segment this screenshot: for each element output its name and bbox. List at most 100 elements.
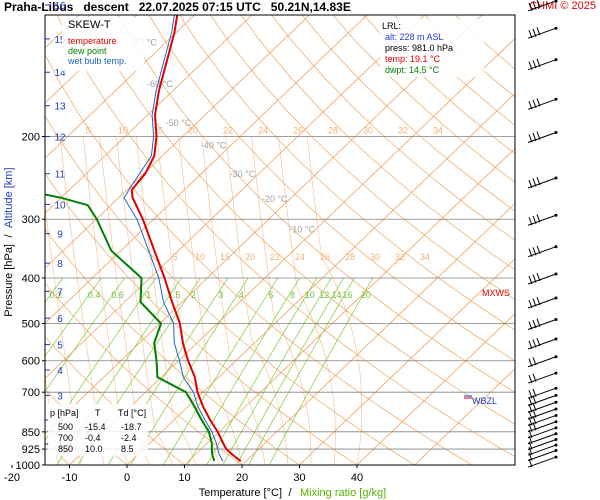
isotherm-label: -80 °C <box>108 3 134 13</box>
pressure-tick-label: 200 <box>22 131 40 143</box>
wind-barb-flag <box>528 275 533 285</box>
isotherm <box>69 37 515 465</box>
dry-adiabat-label: 34 <box>433 125 443 135</box>
dry-adiabat-label: 24 <box>258 125 268 135</box>
wind-barb <box>527 213 558 226</box>
wind-barb-staff <box>527 273 557 285</box>
table-header-td: Td [°C] <box>118 408 146 418</box>
table-header-p: p [hPa] <box>50 408 79 418</box>
mixing-ratio-label: 0.2 <box>50 290 63 300</box>
table-cell: -15.4 <box>85 422 106 432</box>
pressure-tick-label: 400 <box>22 273 40 285</box>
wind-barb-staff <box>527 456 557 468</box>
dry-adiabat <box>179 15 515 331</box>
wind-barb <box>527 130 558 143</box>
dry-adiabat-label: 20 <box>188 125 198 135</box>
wind-barb-flag <box>532 60 537 69</box>
isotherm <box>184 148 515 465</box>
wind-barb-flag <box>532 1 537 10</box>
mixing-ratio-label: 16 <box>342 290 352 300</box>
wind-barb-dot <box>554 443 558 447</box>
lrl-pressure: press: 981.0 hPa <box>385 43 453 53</box>
dry-adiabat-label: 26 <box>320 252 330 262</box>
altitude-tick-label: 7 <box>57 287 63 298</box>
wind-barb-flag <box>536 131 541 140</box>
isotherm-label: -20 °C <box>262 194 288 204</box>
x-axis-title-secondary: Mixing ratio [g/kg] <box>300 487 386 499</box>
moist-adiabat <box>251 136 312 465</box>
wind-barb <box>527 176 558 189</box>
wind-barb <box>527 449 558 462</box>
wind-barb-flag <box>528 358 533 367</box>
wind-barb <box>527 400 558 413</box>
lrl-dewpoint: dwpt: 14.5 °C <box>385 65 440 75</box>
wind-barb-flag <box>532 373 537 382</box>
dry-adiabat-label: 30 <box>370 252 380 262</box>
wind-barb-staff <box>527 0 557 12</box>
plot-frame <box>44 14 516 466</box>
wind-barb-dot <box>554 420 558 424</box>
wind-barb-flag <box>532 99 537 109</box>
wind-barb-flag <box>532 274 537 283</box>
pressure-tick-label: 100 <box>22 0 40 2</box>
wind-barb-flag <box>536 27 541 36</box>
wind-barb-staff <box>527 414 557 426</box>
wind-barb-dot <box>554 97 558 101</box>
wind-barb-flag <box>536 296 541 306</box>
wbzl-marker: WBZL <box>472 396 497 406</box>
wind-barb-flag <box>536 337 541 347</box>
dry-adiabat-label: 22 <box>223 125 233 135</box>
wind-barb-flag <box>528 340 533 350</box>
mixing-ratio-line <box>236 277 344 465</box>
isotherm <box>126 92 515 465</box>
isotherm-label: -10 °C <box>289 224 315 234</box>
altitude-tick-label: 5 <box>57 340 63 351</box>
wind-barb-dot <box>554 407 558 411</box>
altitude-tick-label: 16 <box>54 1 66 12</box>
wind-barb-flag <box>528 446 533 456</box>
table-cell: 10.0 <box>85 444 103 454</box>
wind-barb <box>527 443 558 456</box>
isotherm-label: -70 °C <box>131 37 157 47</box>
altitude-tick-label: 4 <box>57 366 63 377</box>
x-axis-title-separator: / <box>288 487 292 499</box>
y-axis-title-secondary: Altitude [km] <box>3 167 15 228</box>
wind-barb <box>527 426 558 439</box>
mixing-ratio-label: 3 <box>218 290 223 300</box>
wind-barb-flag <box>532 298 537 307</box>
wind-barb-staff <box>527 356 557 368</box>
copyright-label: CHMI © 2025 <box>529 0 596 12</box>
temperature-tick-label: 30 <box>293 472 305 484</box>
wind-barb-flag <box>532 319 537 329</box>
dry-adiabat-label: 34 <box>420 252 430 262</box>
wind-barb-staff <box>527 433 557 445</box>
wind-barb-flag <box>528 30 533 39</box>
wind-barb <box>527 318 558 330</box>
table-cell: 500 <box>58 422 73 432</box>
wind-barb <box>527 386 558 399</box>
table-cell: 8.5 <box>121 444 134 454</box>
altitude-tick-label: 10 <box>54 200 66 211</box>
wind-barb-staff <box>527 444 557 456</box>
wind-barb-staff <box>527 177 557 189</box>
wind-barb-dot <box>554 371 558 375</box>
temperature-tick-label: -10 <box>62 472 78 484</box>
wind-barb-dot <box>554 449 558 453</box>
altitude-tick-label: 3 <box>57 391 63 402</box>
dry-adiabat-label: 10 <box>195 252 205 262</box>
isotherm-label: -40 °C <box>201 140 227 150</box>
wind-barb-flag <box>532 388 537 397</box>
mixing-ratio-line <box>248 277 355 465</box>
isotherm <box>45 15 368 324</box>
wind-barb-staff <box>527 132 557 143</box>
wind-barb <box>527 0 558 12</box>
altitude-tick-label: 6 <box>57 314 63 325</box>
dry-adiabat-label: 5 <box>85 125 90 135</box>
mixing-ratio-label: 0.4 <box>88 290 101 300</box>
wind-barb-flag <box>532 409 537 418</box>
wind-barb-flag <box>532 247 537 256</box>
wind-barb-flag <box>536 272 541 282</box>
altitude-tick-label: 12 <box>54 132 66 143</box>
wind-barb <box>527 337 558 350</box>
wind-barb <box>527 355 558 368</box>
